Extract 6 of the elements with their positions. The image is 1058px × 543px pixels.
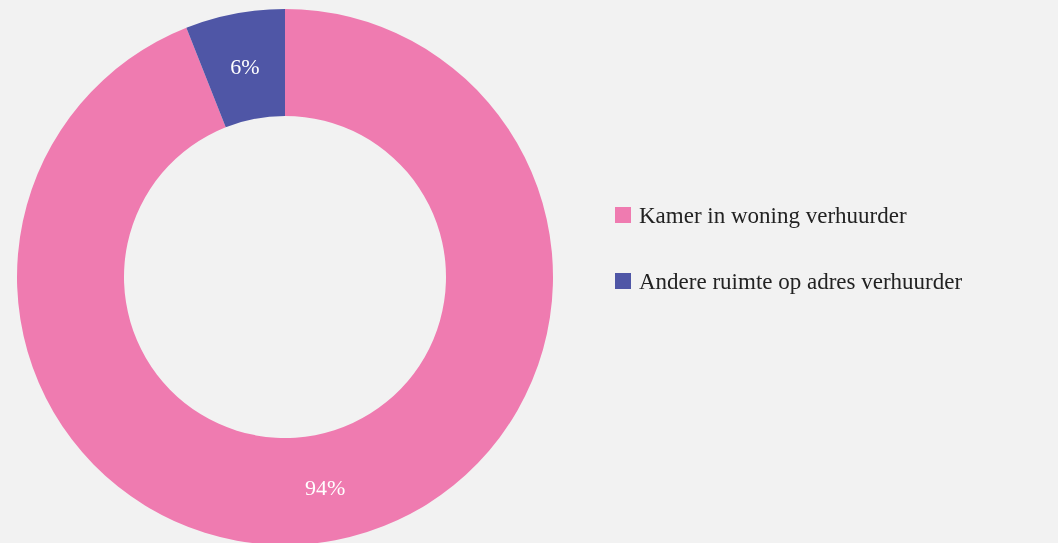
donut-slice — [17, 9, 553, 543]
legend-label: Kamer in woning verhuurder — [639, 202, 907, 228]
donut-slice — [186, 9, 285, 128]
data-label: 94% — [305, 475, 346, 501]
legend-label: Andere ruimte op adres verhuurder — [639, 268, 963, 294]
data-label: 6% — [230, 53, 260, 79]
